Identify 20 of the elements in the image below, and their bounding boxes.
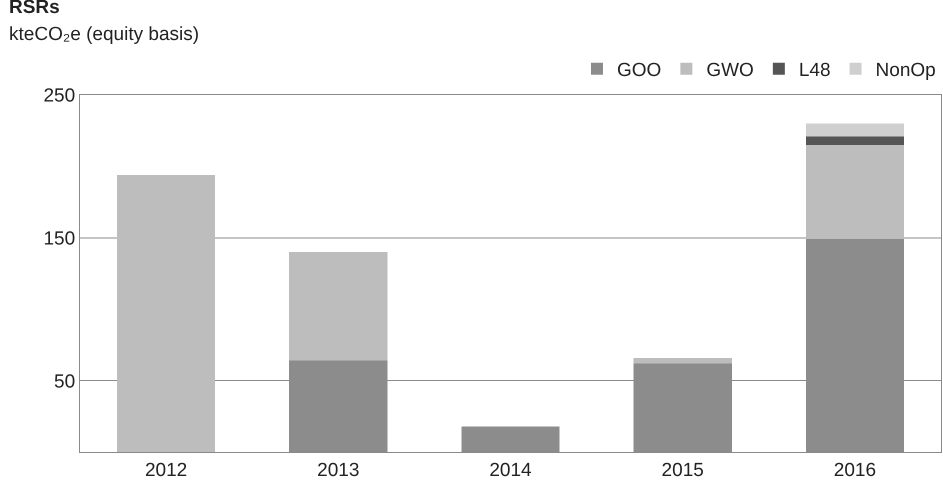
bar <box>806 144 904 240</box>
x-tick-label: 2013 <box>317 460 360 481</box>
x-tick-label: 2016 <box>834 460 876 481</box>
y-tick-label: 50 <box>54 371 76 392</box>
bar <box>634 358 732 364</box>
legend-label: GWO <box>706 60 754 82</box>
bar <box>806 124 904 136</box>
x-tick-label: 2015 <box>662 460 704 481</box>
legend-label: NonOp <box>876 60 936 82</box>
chart-subtitle: kteCO₂e (equity basis) <box>9 24 200 45</box>
bar <box>289 252 388 361</box>
legend-label: L48 <box>798 60 831 82</box>
bar <box>806 136 904 145</box>
y-tick-label: 250 <box>43 86 76 107</box>
chart-title: RSRs <box>9 0 60 18</box>
x-tick-label: 2012 <box>144 460 188 481</box>
y-tick-label: 150 <box>43 228 76 250</box>
legend-label: GOO <box>617 60 662 82</box>
bar <box>117 174 216 452</box>
x-tick-label: 2014 <box>489 460 532 481</box>
